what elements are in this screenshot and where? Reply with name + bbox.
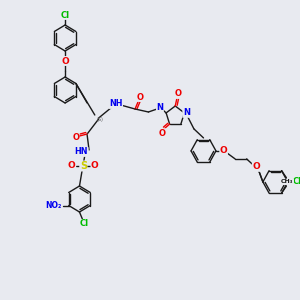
Text: O: O bbox=[72, 133, 79, 142]
Text: NH: NH bbox=[109, 100, 123, 109]
Text: CH₃: CH₃ bbox=[281, 179, 294, 184]
Text: N: N bbox=[183, 108, 190, 117]
Text: N: N bbox=[156, 103, 164, 112]
Text: S: S bbox=[80, 161, 87, 171]
Text: Cl: Cl bbox=[293, 177, 300, 186]
Text: O: O bbox=[91, 161, 99, 170]
Text: CH₃: CH₃ bbox=[281, 180, 294, 185]
Text: Cl: Cl bbox=[80, 220, 89, 229]
Text: Cl: Cl bbox=[61, 11, 70, 20]
Text: O: O bbox=[158, 129, 166, 138]
Text: O: O bbox=[252, 162, 260, 171]
Text: O: O bbox=[220, 146, 227, 155]
Text: O: O bbox=[136, 92, 143, 101]
Text: O: O bbox=[68, 161, 76, 170]
Text: NO₂: NO₂ bbox=[45, 201, 62, 210]
Text: HN: HN bbox=[75, 148, 88, 157]
Text: (S): (S) bbox=[96, 116, 103, 122]
Text: O: O bbox=[175, 89, 182, 98]
Text: O: O bbox=[61, 56, 69, 65]
